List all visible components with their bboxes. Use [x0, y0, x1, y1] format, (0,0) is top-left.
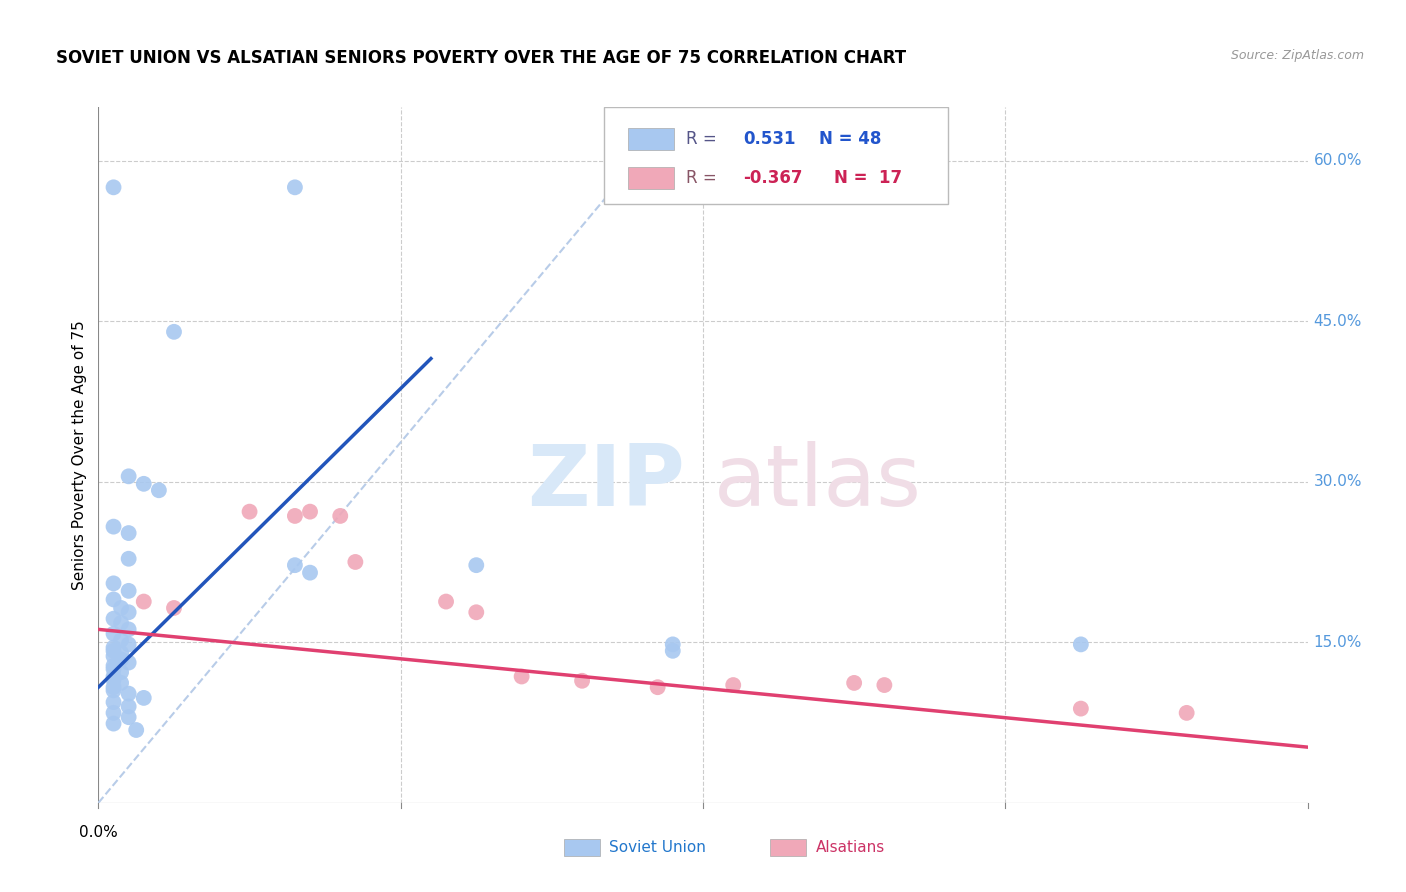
Point — [103, 683, 125, 698]
Point — [118, 687, 141, 701]
Text: ZIP: ZIP — [527, 442, 685, 524]
Point — [647, 680, 669, 694]
Point — [239, 505, 262, 519]
Point — [103, 626, 125, 640]
Text: N =  17: N = 17 — [834, 169, 901, 187]
Point — [110, 601, 132, 615]
Point — [103, 649, 125, 664]
Text: atlas: atlas — [714, 442, 922, 524]
Bar — [564, 839, 600, 856]
Point — [118, 469, 141, 483]
Point — [284, 558, 307, 573]
Point — [299, 566, 322, 580]
Point — [132, 690, 155, 705]
Point — [571, 673, 593, 688]
Text: 15.0%: 15.0% — [1313, 635, 1362, 649]
Point — [103, 612, 125, 626]
Text: R =: R = — [686, 169, 723, 187]
Point — [110, 633, 132, 648]
Point — [465, 558, 488, 573]
Point — [118, 605, 141, 619]
Point — [844, 676, 866, 690]
Text: Soviet Union: Soviet Union — [609, 840, 706, 855]
Point — [125, 723, 148, 737]
Point — [103, 180, 125, 194]
Point — [344, 555, 367, 569]
Text: R =: R = — [686, 129, 723, 148]
Point — [110, 676, 132, 690]
Text: 45.0%: 45.0% — [1313, 314, 1362, 328]
Point — [465, 605, 488, 619]
Text: 0.531: 0.531 — [742, 129, 796, 148]
Point — [329, 508, 352, 523]
Point — [103, 592, 125, 607]
Text: Alsatians: Alsatians — [815, 840, 884, 855]
Point — [132, 594, 155, 608]
Point — [110, 652, 132, 666]
Point — [118, 623, 141, 637]
Point — [118, 656, 141, 670]
FancyBboxPatch shape — [603, 107, 949, 204]
Point — [103, 640, 125, 655]
Point — [284, 180, 307, 194]
Point — [110, 615, 132, 630]
Point — [873, 678, 896, 692]
Point — [1070, 637, 1092, 651]
Text: 30.0%: 30.0% — [1313, 475, 1362, 489]
Point — [103, 644, 125, 658]
Point — [163, 325, 186, 339]
Point — [103, 706, 125, 720]
Point — [103, 673, 125, 687]
Point — [132, 476, 155, 491]
Point — [163, 601, 186, 615]
Point — [110, 665, 132, 680]
Point — [103, 519, 125, 533]
Point — [118, 710, 141, 724]
Point — [510, 669, 533, 683]
Point — [723, 678, 745, 692]
Bar — [769, 839, 806, 856]
Point — [118, 699, 141, 714]
Point — [103, 695, 125, 709]
Point — [661, 644, 683, 658]
Point — [103, 662, 125, 676]
Point — [103, 716, 125, 731]
Point — [1175, 706, 1198, 720]
Point — [103, 680, 125, 694]
Point — [118, 637, 141, 651]
Y-axis label: Seniors Poverty Over the Age of 75: Seniors Poverty Over the Age of 75 — [72, 320, 87, 590]
Point — [148, 483, 170, 498]
Point — [284, 508, 307, 523]
Text: 0.0%: 0.0% — [79, 825, 118, 840]
Text: N = 48: N = 48 — [820, 129, 882, 148]
Point — [103, 669, 125, 683]
Point — [118, 583, 141, 598]
Point — [103, 658, 125, 673]
Point — [118, 551, 141, 566]
Text: 60.0%: 60.0% — [1313, 153, 1362, 168]
Text: Source: ZipAtlas.com: Source: ZipAtlas.com — [1230, 49, 1364, 62]
Point — [434, 594, 457, 608]
Point — [661, 637, 683, 651]
Point — [110, 646, 132, 660]
Text: SOVIET UNION VS ALSATIAN SENIORS POVERTY OVER THE AGE OF 75 CORRELATION CHART: SOVIET UNION VS ALSATIAN SENIORS POVERTY… — [56, 49, 907, 67]
Point — [299, 505, 322, 519]
Bar — [628, 128, 673, 150]
Point — [1070, 701, 1092, 715]
Bar — [628, 167, 673, 189]
Text: -0.367: -0.367 — [742, 169, 803, 187]
Point — [103, 576, 125, 591]
Point — [118, 526, 141, 541]
